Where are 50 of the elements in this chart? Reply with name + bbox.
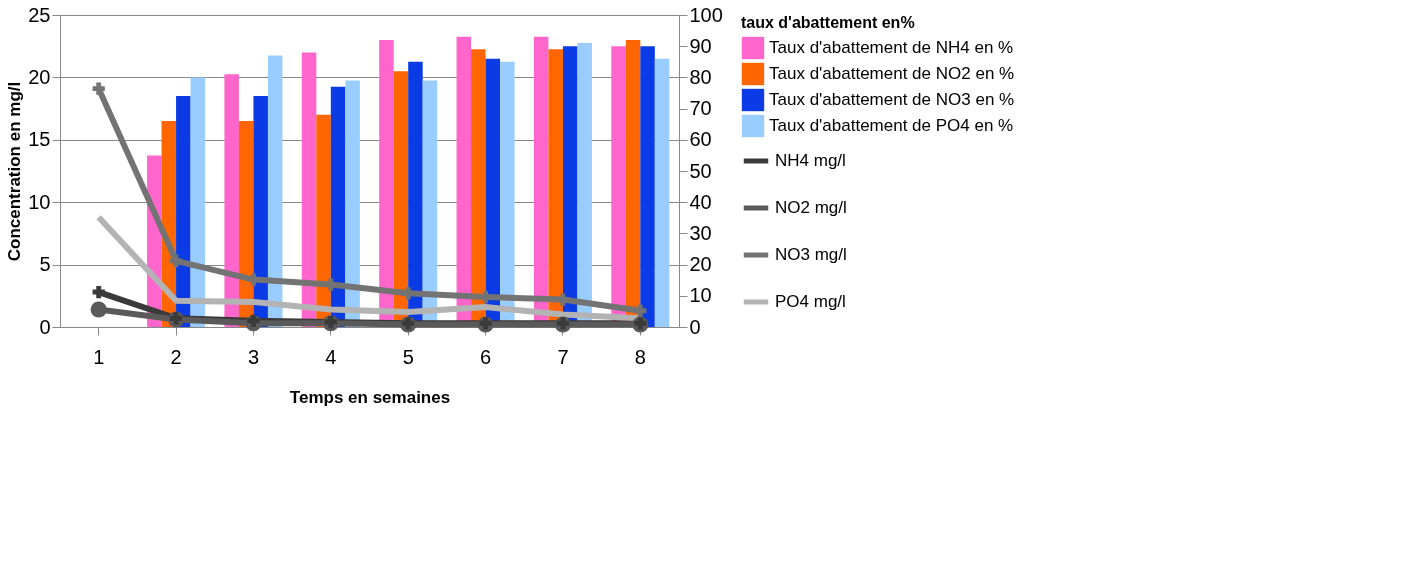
y2-tick-label: 0 (689, 315, 701, 338)
x-tick-label: 5 (402, 345, 414, 368)
y2-tick-label: 80 (689, 65, 712, 88)
y2-tick-label: 70 (689, 97, 712, 120)
x-tick-label: 1 (93, 345, 105, 368)
x-tick-label: 4 (325, 345, 337, 368)
y-tick-label: 0 (39, 315, 51, 338)
legend-label: Taux d'abattement de NO2 en % (769, 64, 1015, 83)
y2-tick-label: 60 (689, 128, 712, 151)
legend-label: NH4 mg/l (775, 151, 846, 170)
legend-label: Taux d'abattement de PO4 en % (769, 116, 1014, 135)
y-tick-label: 25 (28, 3, 51, 26)
x-tick-label: 2 (170, 345, 182, 368)
legend-title: taux d'abattement en% (741, 14, 915, 31)
x-tick-label: 8 (634, 345, 646, 368)
x-tick-label: 7 (557, 345, 569, 368)
y-tick-label: 15 (28, 128, 51, 151)
y2-tick-label: 30 (689, 221, 712, 244)
x-tick-label: 6 (480, 345, 492, 368)
bar (640, 46, 655, 327)
y2-tick-label: 20 (689, 253, 712, 276)
y2-tick-label: 40 (689, 190, 712, 213)
point (92, 285, 105, 299)
legend-label: Taux d'abattement de NO3 en % (769, 90, 1015, 109)
point (634, 304, 647, 317)
bar (654, 58, 670, 327)
legend-label: NO3 mg/l (775, 245, 847, 264)
point (92, 82, 105, 95)
bar (176, 96, 191, 327)
y2-tick-label: 90 (689, 34, 712, 57)
point (90, 301, 107, 318)
bar (224, 74, 239, 327)
point (247, 314, 260, 327)
y-tick-label: 5 (39, 253, 51, 276)
x-tick-label: 3 (247, 345, 259, 368)
point (402, 287, 415, 300)
bar (301, 52, 317, 327)
y2-tick-label: 10 (689, 284, 712, 307)
y-tick-label: 20 (28, 65, 51, 88)
y2-tick-label: 100 (689, 3, 723, 26)
point (479, 290, 492, 304)
bar (345, 80, 360, 327)
legend-label: Taux d'abattement de NH4 en % (769, 38, 1014, 57)
y2-tick-label: 50 (689, 159, 712, 182)
x-axis-title: Temps en semaines (289, 387, 451, 407)
y-tick-label: 10 (28, 190, 51, 213)
legend-label: PO4 mg/l (775, 292, 846, 311)
y-axis-title: Concentration en mg/l (5, 81, 25, 262)
point (169, 254, 183, 267)
legend-label: NO2 mg/l (775, 198, 847, 217)
